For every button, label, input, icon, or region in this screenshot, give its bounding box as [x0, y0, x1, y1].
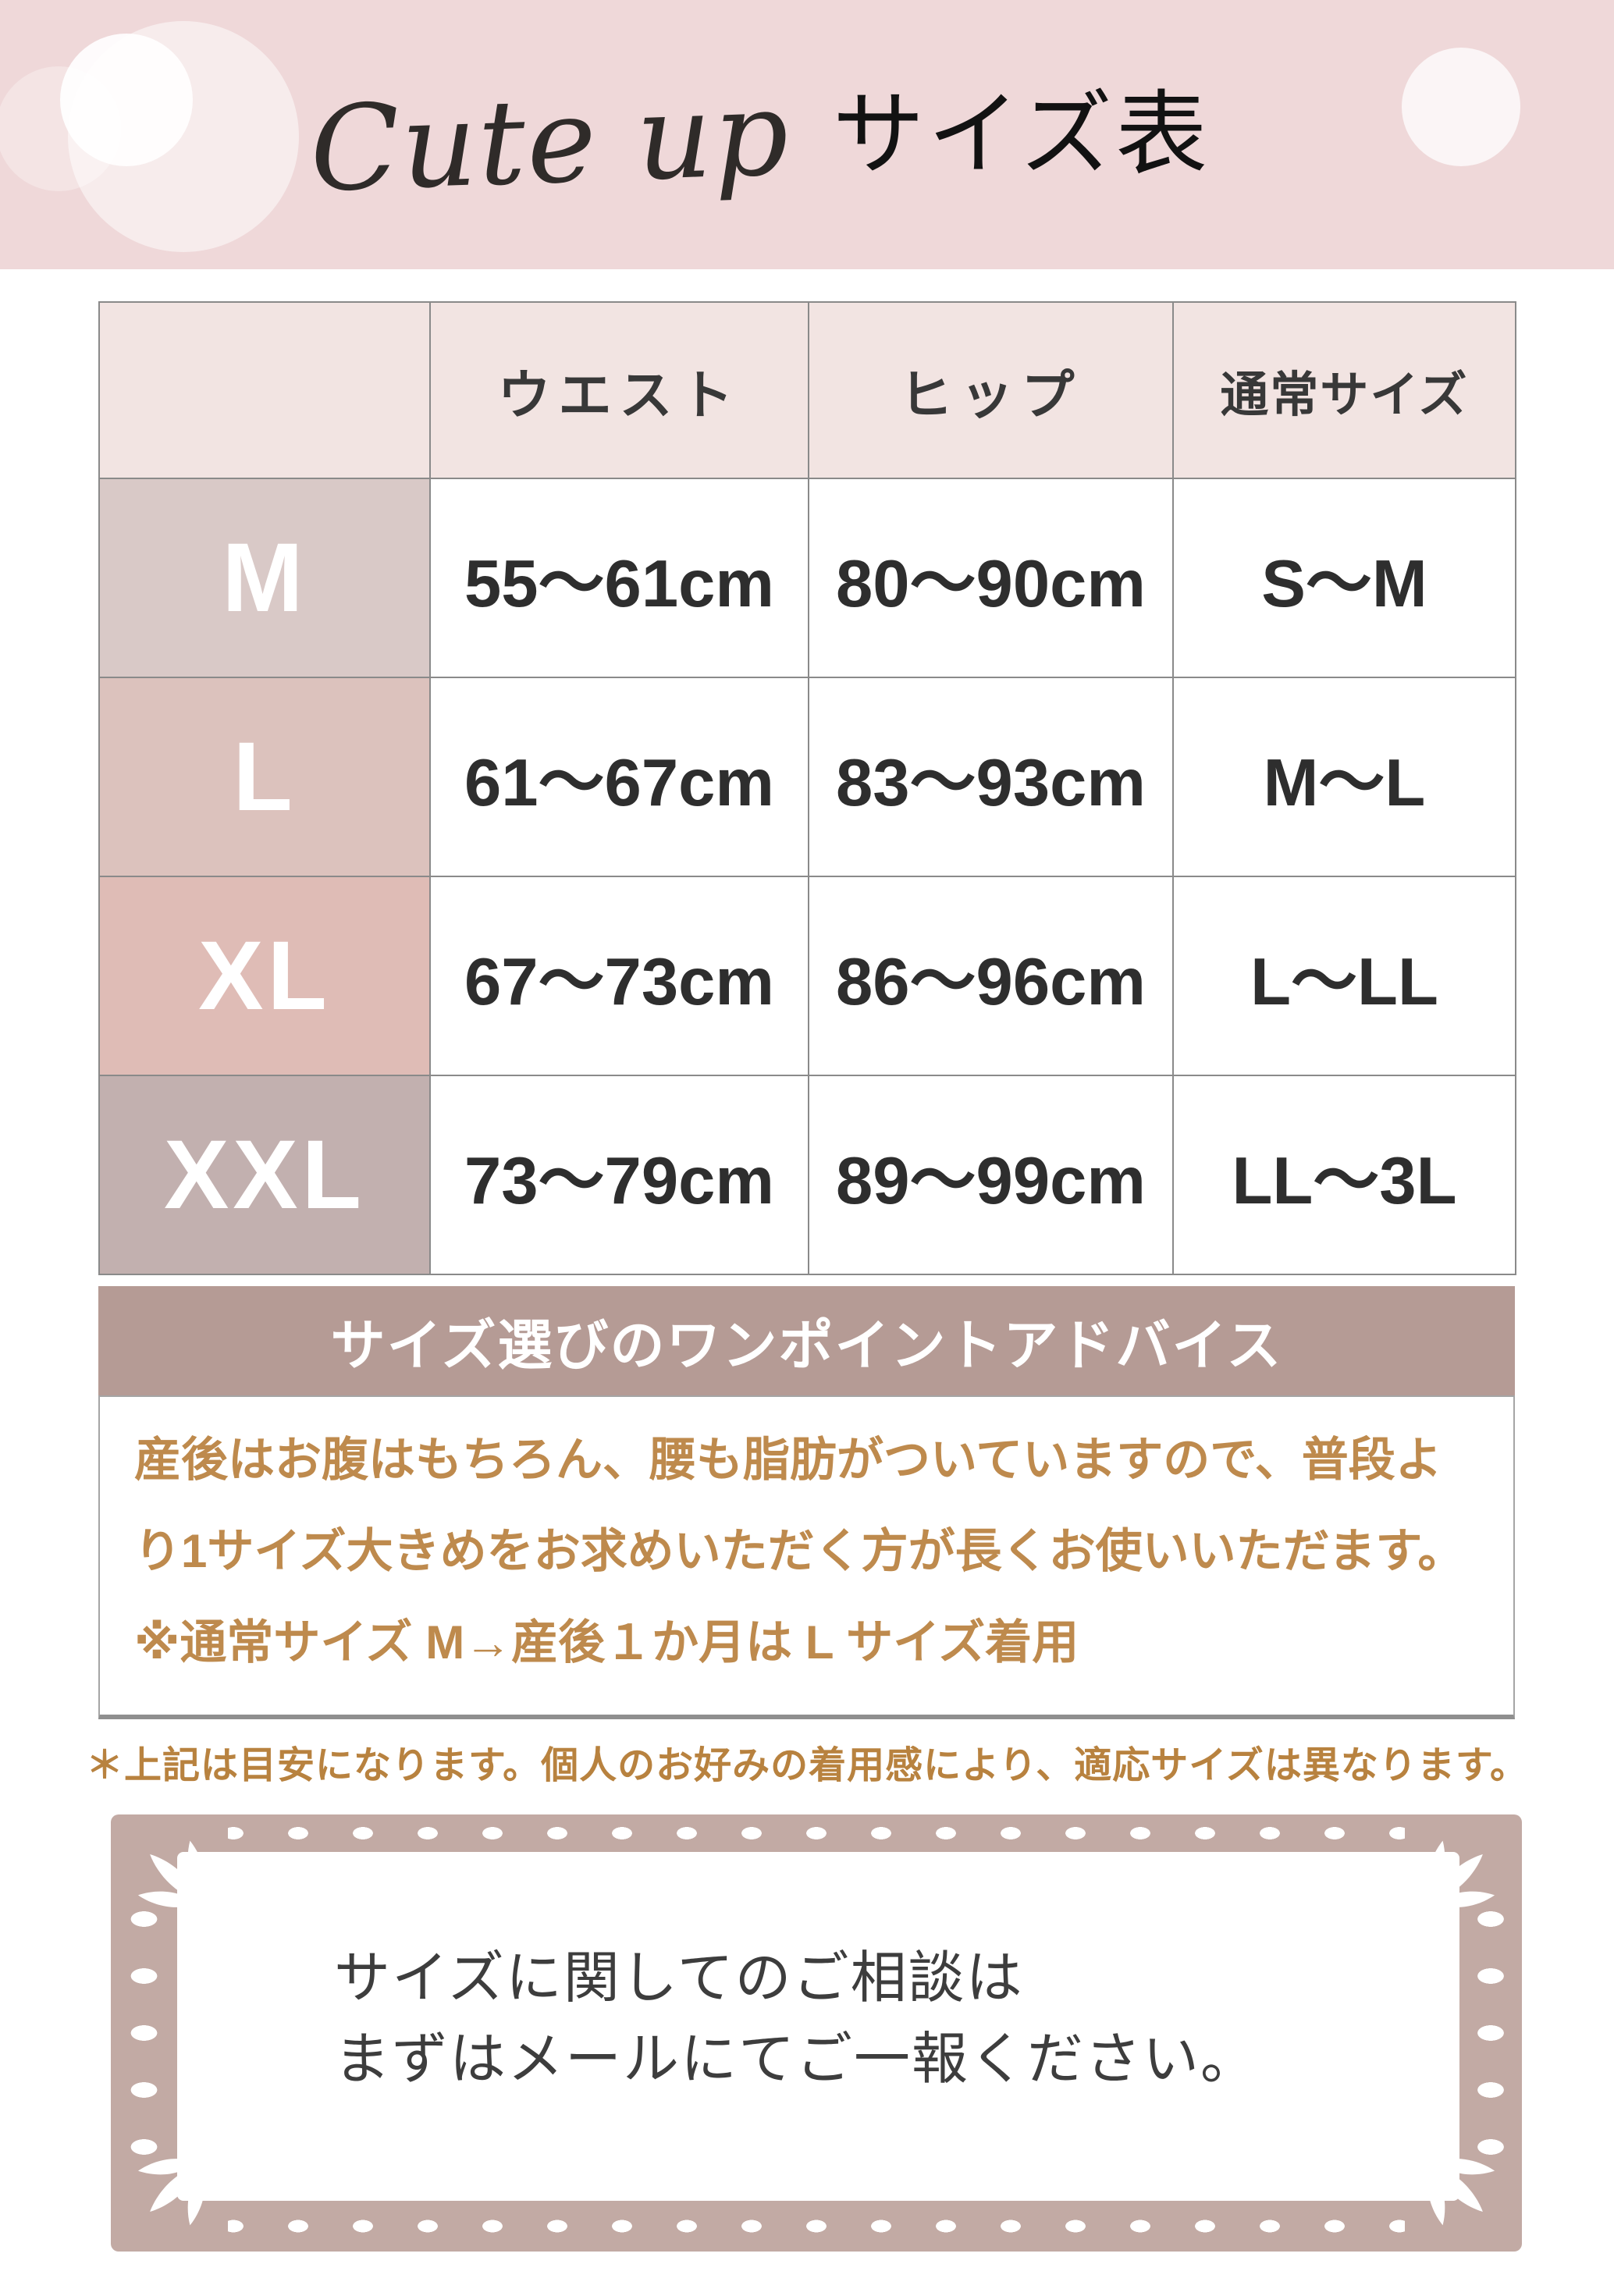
disclaimer-note: ＊上記は目安になります。個人のお好みの着用感により、適応サイズは異なります。 [85, 1745, 1529, 1786]
normal-size-value: L～LL [1172, 876, 1516, 1076]
contact-message-line: まずはメールにてご一報ください。 [334, 2028, 1259, 2091]
size-label: XXL [98, 1075, 431, 1275]
hip-value: 80～90cm [808, 478, 1174, 678]
frame-dots-right [1459, 1908, 1522, 2158]
hip-value: 89～99cm [808, 1075, 1174, 1275]
contact-inner-panel [177, 1852, 1459, 2201]
size-label: M [98, 478, 431, 678]
frame-dots-bottom [228, 2201, 1405, 2252]
header-band: Cute up サイズ表 [0, 0, 1614, 269]
advice-title-band: サイズ選びのワンポイントアドバイス [98, 1286, 1515, 1395]
hip-value: 83～93cm [808, 677, 1174, 877]
contact-message: サイズに関してのご相談は まずはメールにてご一報ください。 [334, 1938, 1258, 2100]
table-row: XXL 73～79cm 89～99cm LL～3L [98, 1075, 1516, 1275]
advice-body-line: 産後はお腹はもちろん、腰も脂肪がついていますので、普段よ [134, 1434, 1442, 1486]
header-title-group: Cute up サイズ表 [0, 0, 1567, 269]
waist-value: 73～79cm [429, 1075, 809, 1275]
waist-value: 61～67cm [429, 677, 809, 877]
frame-dots-top [228, 1814, 1405, 1852]
advice-box: 産後はお腹はもちろん、腰も脂肪がついていますので、普段よ り1サイズ大きめをお求… [98, 1395, 1515, 1719]
hip-value: 86～96cm [808, 876, 1174, 1076]
contact-message-line: サイズに関してのご相談は [334, 1947, 1024, 2010]
size-label: XL [98, 876, 431, 1076]
column-header-normal-size: 通常サイズ [1172, 301, 1516, 479]
table-row: XL 67～73cm 86～96cm L～LL [98, 876, 1516, 1076]
column-header-waist: ウエスト [429, 301, 809, 479]
normal-size-value: S～M [1172, 478, 1516, 678]
advice-note: ※通常サイズ M→産後１か月は L サイズ着用 [134, 1616, 1079, 1669]
contact-frame: サイズに関してのご相談は まずはメールにてご一報ください。 [111, 1814, 1522, 2252]
brand-logo: Cute up [308, 65, 792, 219]
normal-size-value: LL～3L [1172, 1075, 1516, 1275]
column-header-hip: ヒップ [808, 301, 1174, 479]
table-row: L 61～67cm 83～93cm M～L [98, 677, 1516, 877]
normal-size-value: M～L [1172, 677, 1516, 877]
advice-body-line: り1サイズ大きめをお求めいただく方が長くお使いいただます。 [134, 1525, 1465, 1577]
waist-value: 55～61cm [429, 478, 809, 678]
bubble-circle-icon [1402, 48, 1520, 166]
advice-title: サイズ選びのワンポイントアドバイス [330, 1314, 1283, 1376]
waist-value: 67～73cm [429, 876, 809, 1076]
page-title: サイズ表 [832, 83, 1211, 187]
table-corner-cell [98, 301, 431, 479]
table-row: M 55～61cm 80～90cm S～M [98, 478, 1516, 678]
table-header-row: ウエスト ヒップ 通常サイズ [98, 301, 1516, 479]
size-label: L [98, 677, 431, 877]
frame-dots-left [111, 1908, 177, 2158]
size-table: ウエスト ヒップ 通常サイズ M 55～61cm 80～90cm S～M L 6… [98, 301, 1516, 1275]
bubble-circle-icon [60, 34, 193, 166]
